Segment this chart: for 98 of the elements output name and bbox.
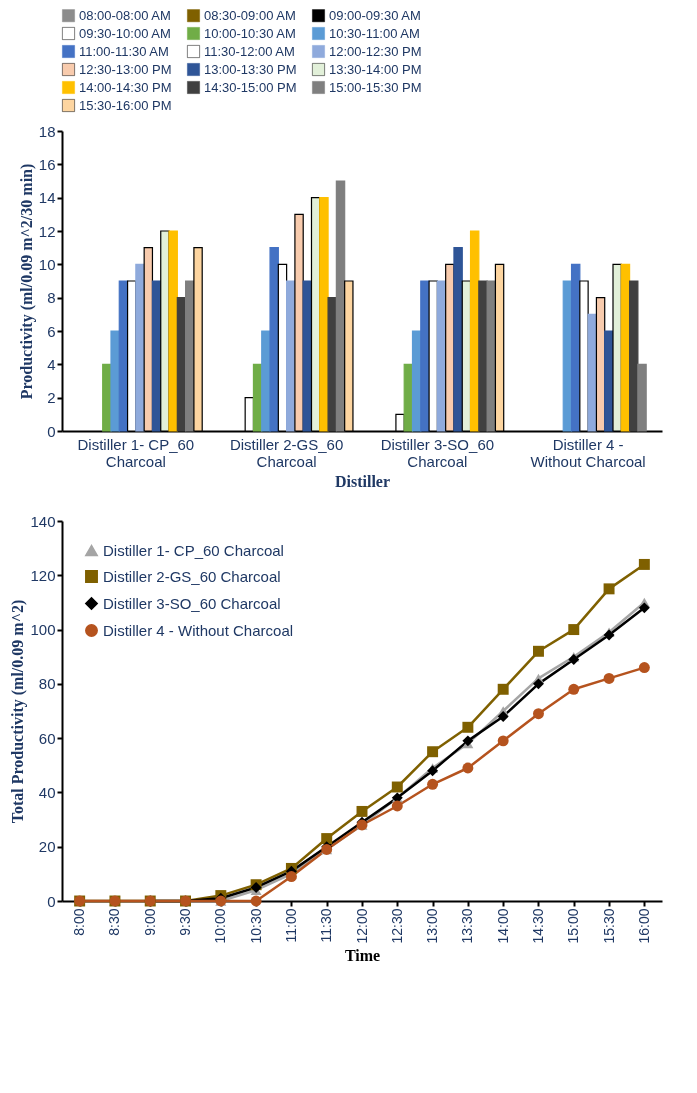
- point: [603, 672, 615, 684]
- x-tick-label: 13:30: [459, 908, 476, 944]
- point: [638, 662, 650, 674]
- bar: [319, 197, 329, 432]
- x-axis-title: Time: [344, 946, 381, 964]
- y-tick-label: 80: [38, 675, 56, 693]
- point: [427, 778, 439, 790]
- x-tick-label: 16:00: [635, 908, 652, 944]
- bar: [110, 330, 120, 432]
- bar: [269, 247, 279, 432]
- legend-label: 10:00-10:30 AM: [204, 25, 296, 41]
- bar: [637, 363, 647, 432]
- x-tick-label: 13:00: [424, 908, 441, 944]
- y-tick-label: 60: [38, 729, 56, 747]
- y-tick-label: 14: [38, 189, 56, 207]
- legend-label: 10:30-11:00 AM: [329, 25, 420, 41]
- x-tick-label: 8:00: [71, 908, 88, 936]
- legend-label: 09:00-09:30 AM: [329, 7, 421, 23]
- x-tick-label: 9:30: [177, 908, 194, 936]
- y-tick-label: 40: [38, 783, 56, 801]
- y-tick-label: 0: [47, 422, 56, 440]
- bar: [327, 297, 337, 432]
- legend-label: 13:30-14:00 PM: [329, 61, 422, 77]
- point: [497, 710, 509, 722]
- y-tick-label: 140: [30, 512, 56, 530]
- x-tick-label: 9:00: [141, 908, 158, 936]
- point: [568, 624, 580, 636]
- x-tick-label: 12:00: [353, 908, 370, 944]
- y-axis-title: Productivity (ml/0.09 m^2/30 min): [17, 163, 36, 400]
- x-tick-label: 10:30: [247, 908, 264, 944]
- point: [391, 781, 403, 793]
- legend-label: 08:30-09:00 AM: [204, 7, 296, 23]
- point: [532, 708, 544, 720]
- x-tick-label: Distiller 2-GS_60 Charcoal: [229, 435, 344, 470]
- y-tick-label: 4: [47, 355, 56, 373]
- y-tick-label: 10: [38, 255, 56, 273]
- y-tick-label: 120: [30, 566, 56, 584]
- legend-label: 15:30-16:00 PM: [79, 97, 172, 113]
- point: [321, 833, 333, 845]
- y-tick-label: 16: [38, 155, 56, 173]
- x-tick-label: Distiller 3-SO_60 Charcoal: [380, 435, 495, 470]
- legend-label: 12:00-12:30 PM: [329, 43, 422, 59]
- y-tick-label: 8: [47, 289, 56, 307]
- point: [497, 735, 509, 747]
- x-tick-label: 8:30: [106, 908, 123, 936]
- legend-label: Distiller 1- CP_60 Charcoal: [103, 541, 284, 559]
- point: [568, 683, 580, 695]
- y-tick-label: 18: [38, 122, 56, 140]
- y-tick-label: 2: [47, 389, 56, 407]
- x-axis-title: Distiller: [334, 472, 391, 490]
- x-tick-label: 15:30: [600, 908, 617, 944]
- legend-label: 08:00-08:00 AM: [79, 7, 171, 23]
- x-tick-label: 11:30: [318, 908, 335, 943]
- point: [250, 895, 262, 907]
- x-tick-label: Distiller 1- CP_60 Charcoal: [77, 435, 195, 470]
- bar: [453, 247, 463, 432]
- point: [497, 683, 509, 695]
- legend-label: 14:30-15:00 PM: [204, 79, 297, 95]
- legend-label: 11:00-11:30 AM: [79, 43, 169, 59]
- x-tick-label: 15:00: [565, 908, 582, 944]
- point: [427, 746, 439, 758]
- x-tick-label: Distiller 4 - Without Charcoal: [530, 435, 646, 470]
- point: [532, 645, 544, 657]
- bar: [135, 263, 145, 432]
- x-tick-label: 12:30: [388, 908, 405, 944]
- y-axis-title: Total Productivity (ml/0.09 m^2): [9, 599, 28, 824]
- x-tick-label: 10:00: [212, 908, 229, 944]
- bar: [168, 230, 178, 432]
- legend-label: Distiller 2-GS_60 Charcoal: [103, 567, 281, 585]
- point: [638, 602, 650, 614]
- point: [462, 721, 474, 733]
- y-tick-label: 12: [38, 222, 56, 240]
- legend-label: 13:00-13:30 PM: [204, 61, 297, 77]
- bar: [587, 313, 598, 432]
- legend-label: Distiller 3-SO_60 Charcoal: [103, 594, 281, 612]
- legend-label: 15:00-15:30 PM: [329, 79, 422, 95]
- point: [356, 805, 368, 817]
- x-tick-label: 14:00: [494, 908, 511, 944]
- point: [462, 762, 474, 774]
- x-tick-label: 14:30: [529, 908, 546, 944]
- point: [532, 678, 544, 690]
- legend-label: 12:30-13:00 PM: [79, 61, 172, 77]
- bar: [628, 280, 639, 432]
- x-tick-label: 11:00: [282, 908, 299, 943]
- bar: [486, 280, 497, 432]
- y-tick-label: 6: [47, 322, 56, 340]
- point: [427, 765, 439, 777]
- point: [603, 583, 615, 595]
- legend-label: 11:30-12:00 AM: [204, 43, 295, 59]
- point: [638, 558, 650, 570]
- y-tick-label: 100: [30, 621, 56, 639]
- legend-label: 09:30-10:00 AM: [79, 25, 171, 41]
- legend-label: 14:00-14:30 PM: [79, 79, 172, 95]
- point: [285, 871, 297, 883]
- point: [391, 800, 403, 812]
- y-tick-label: 0: [47, 892, 56, 910]
- y-tick-label: 20: [38, 838, 56, 856]
- legend-label: Distiller 4 - Without Charcoal: [103, 621, 294, 639]
